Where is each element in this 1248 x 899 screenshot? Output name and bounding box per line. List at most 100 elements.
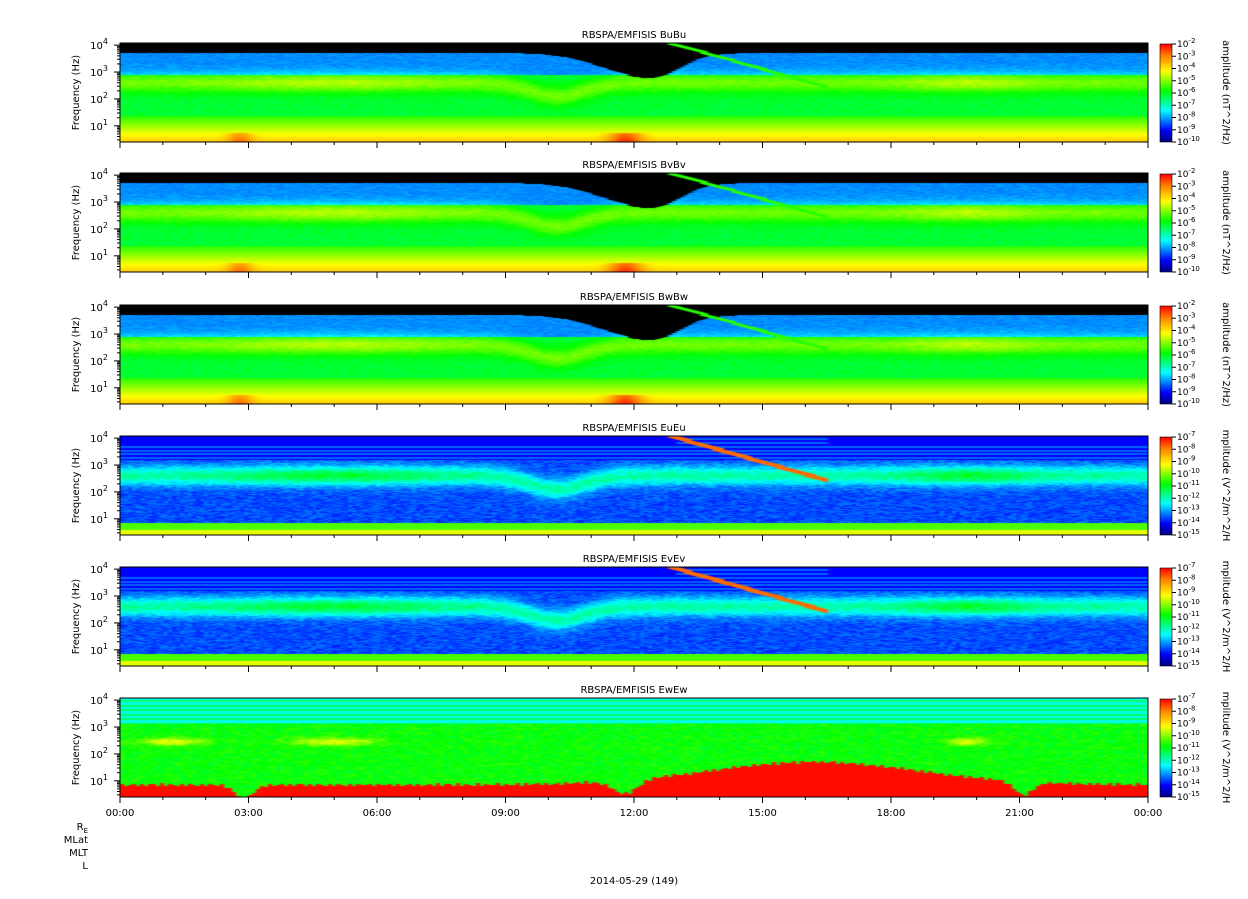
colorbar-tick-label: 10-6 — [1177, 86, 1196, 99]
colorbar-tick-label: 10-8 — [1177, 442, 1195, 455]
x-tick-label: 18:00 — [877, 808, 906, 819]
colorbar-label: mplitude (V^2/m^2/H — [1220, 561, 1231, 673]
y-tick-label: 103 — [90, 719, 108, 734]
y-axis-label: Frequency (Hz) — [71, 185, 82, 261]
y-axis-label: Frequency (Hz) — [71, 317, 82, 393]
colorbar-tick-label: 10-7 — [1177, 430, 1195, 443]
colorbar-tick-label: 10-9 — [1177, 717, 1195, 730]
y-tick-label: 102 — [90, 91, 108, 106]
colorbar-tick-label: 10-4 — [1177, 192, 1196, 205]
colorbar-tick-label: 10-8 — [1177, 573, 1195, 586]
colorbar-tick-label: 10-10 — [1177, 135, 1200, 148]
x-tick-label: 21:00 — [1005, 808, 1034, 819]
y-axis-label: Frequency (Hz) — [71, 448, 82, 524]
y-axis-label: Frequency (Hz) — [71, 710, 82, 786]
y-tick-label: 103 — [90, 194, 108, 209]
panel-0: RBSPA/EMFISIS BuBu Frequency (Hz) 101 102 10… — [71, 30, 1231, 148]
panel-title: RBSPA/EMFISIS EwEw — [580, 685, 687, 696]
spectrogram-image — [120, 305, 1148, 404]
y-tick-label: 104 — [90, 167, 108, 182]
y-tick-label: 102 — [90, 221, 108, 236]
colorbar-tick-label: 10-7 — [1177, 98, 1195, 111]
colorbar-tick-label: 10-9 — [1177, 455, 1195, 468]
ephemeris-label-mlat: MLat — [64, 835, 88, 846]
spectrogram-image — [120, 698, 1148, 797]
x-tick-label: 06:00 — [363, 808, 392, 819]
colorbar-tick-label: 10-3 — [1177, 49, 1195, 62]
colorbar-tick-label: 10-8 — [1177, 373, 1195, 386]
panel-4: RBSPA/EMFISIS EvEv Frequency (Hz) 101 102 10… — [71, 554, 1231, 672]
colorbar-tick-label: 10-6 — [1177, 216, 1196, 229]
colorbar — [1159, 567, 1173, 667]
y-tick-label: 101 — [90, 773, 108, 788]
panel-title: RBSPA/EMFISIS EuEu — [582, 423, 685, 434]
colorbar-tick-label: 10-9 — [1177, 123, 1195, 136]
colorbar-tick-label: 10-10 — [1177, 397, 1200, 410]
y-tick-label: 103 — [90, 64, 108, 79]
y-tick-label: 104 — [90, 299, 108, 314]
colorbar-tick-label: 10-9 — [1177, 253, 1195, 266]
colorbar-label: amplitude (nT^2/Hz) — [1220, 302, 1231, 407]
y-tick-label: 102 — [90, 484, 108, 499]
colorbar-tick-label: 10-2 — [1177, 299, 1195, 312]
colorbar-label: amplitude (nT^2/Hz) — [1220, 170, 1231, 275]
y-tick-label: 101 — [90, 511, 108, 526]
colorbar-tick-label: 10-4 — [1177, 324, 1196, 337]
colorbar — [1159, 43, 1173, 143]
y-tick-label: 104 — [90, 37, 108, 52]
ephemeris-label-l: L — [82, 861, 88, 872]
y-tick-label: 104 — [90, 430, 108, 445]
figure-footer: RE MLat MLT L 2014-05-29 (149) — [64, 822, 678, 887]
y-tick-label: 103 — [90, 588, 108, 603]
y-tick-label: 102 — [90, 746, 108, 761]
colorbar-tick-label: 10-5 — [1177, 336, 1195, 349]
y-tick-label: 102 — [90, 615, 108, 630]
colorbar-tick-label: 10-12 — [1177, 491, 1200, 504]
colorbar-tick-label: 10-13 — [1177, 766, 1200, 779]
colorbar — [1159, 698, 1173, 798]
colorbar — [1159, 173, 1173, 273]
y-tick-label: 101 — [90, 248, 108, 263]
colorbar-tick-label: 10-4 — [1177, 62, 1196, 75]
panel-1: RBSPA/EMFISIS BvBv Frequency (Hz) 101 102 10… — [71, 160, 1231, 278]
colorbar-tick-label: 10-5 — [1177, 74, 1195, 87]
colorbar — [1159, 436, 1173, 536]
colorbar-tick-label: 10-10 — [1177, 265, 1200, 278]
colorbar-label: mplitude (V^2/m^2/H — [1220, 430, 1231, 542]
panel-title: RBSPA/EMFISIS BuBu — [582, 30, 686, 41]
colorbar-tick-label: 10-7 — [1177, 692, 1195, 705]
y-tick-label: 104 — [90, 561, 108, 576]
colorbar-label: mplitude (V^2/m^2/H — [1220, 692, 1231, 804]
panel-title: RBSPA/EMFISIS BwBw — [580, 292, 688, 303]
colorbar-tick-label: 10-15 — [1177, 659, 1200, 672]
y-axis-label: Frequency (Hz) — [71, 579, 82, 655]
colorbar-tick-label: 10-9 — [1177, 385, 1195, 398]
colorbar-tick-label: 10-14 — [1177, 516, 1200, 529]
colorbar-tick-label: 10-8 — [1177, 704, 1195, 717]
colorbar-tick-label: 10-3 — [1177, 311, 1195, 324]
panel-5: RBSPA/EMFISIS EwEw Frequency (Hz) 101 102 10… — [71, 685, 1231, 819]
colorbar-tick-label: 10-5 — [1177, 204, 1195, 217]
y-tick-label: 101 — [90, 118, 108, 133]
colorbar-tick-label: 10-13 — [1177, 635, 1200, 648]
y-tick-label: 104 — [90, 692, 108, 707]
colorbar-tick-label: 10-9 — [1177, 586, 1195, 599]
colorbar-tick-label: 10-7 — [1177, 561, 1195, 574]
colorbar-tick-label: 10-6 — [1177, 348, 1196, 361]
y-tick-label: 103 — [90, 457, 108, 472]
colorbar-tick-label: 10-10 — [1177, 467, 1200, 480]
y-tick-label: 103 — [90, 326, 108, 341]
colorbar-tick-label: 10-10 — [1177, 598, 1200, 611]
x-tick-label: 12:00 — [620, 808, 649, 819]
colorbar-tick-label: 10-11 — [1177, 610, 1200, 623]
colorbar-tick-label: 10-8 — [1177, 111, 1195, 124]
spectrogram-image — [120, 173, 1148, 272]
spectrogram-image — [120, 567, 1148, 666]
x-tick-label: 00:00 — [1134, 808, 1163, 819]
panel-title: RBSPA/EMFISIS BvBv — [582, 160, 686, 171]
colorbar-tick-label: 10-15 — [1177, 528, 1200, 541]
colorbar-tick-label: 10-2 — [1177, 167, 1195, 180]
x-tick-label: 00:00 — [106, 808, 135, 819]
colorbar-tick-label: 10-2 — [1177, 37, 1195, 50]
